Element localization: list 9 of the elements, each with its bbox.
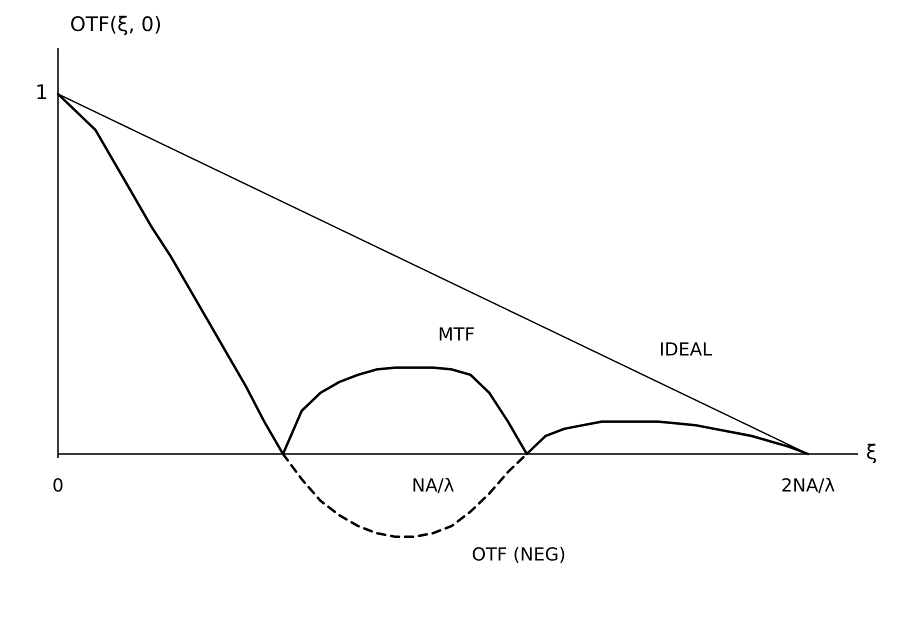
y-axis-title: OTF(ξ, 0) bbox=[70, 12, 162, 36]
x-tick-label: NA/λ bbox=[412, 475, 455, 496]
text: 1 bbox=[35, 80, 48, 104]
x-tick-label: 0 bbox=[52, 475, 64, 496]
x-axis-title: ξ bbox=[866, 440, 878, 464]
series-label: OTF (NEG) bbox=[472, 544, 566, 566]
series-label: IDEAL bbox=[659, 340, 712, 361]
x-tick-label: 2NA/λ bbox=[781, 475, 836, 496]
series-label: MTF bbox=[438, 324, 475, 346]
